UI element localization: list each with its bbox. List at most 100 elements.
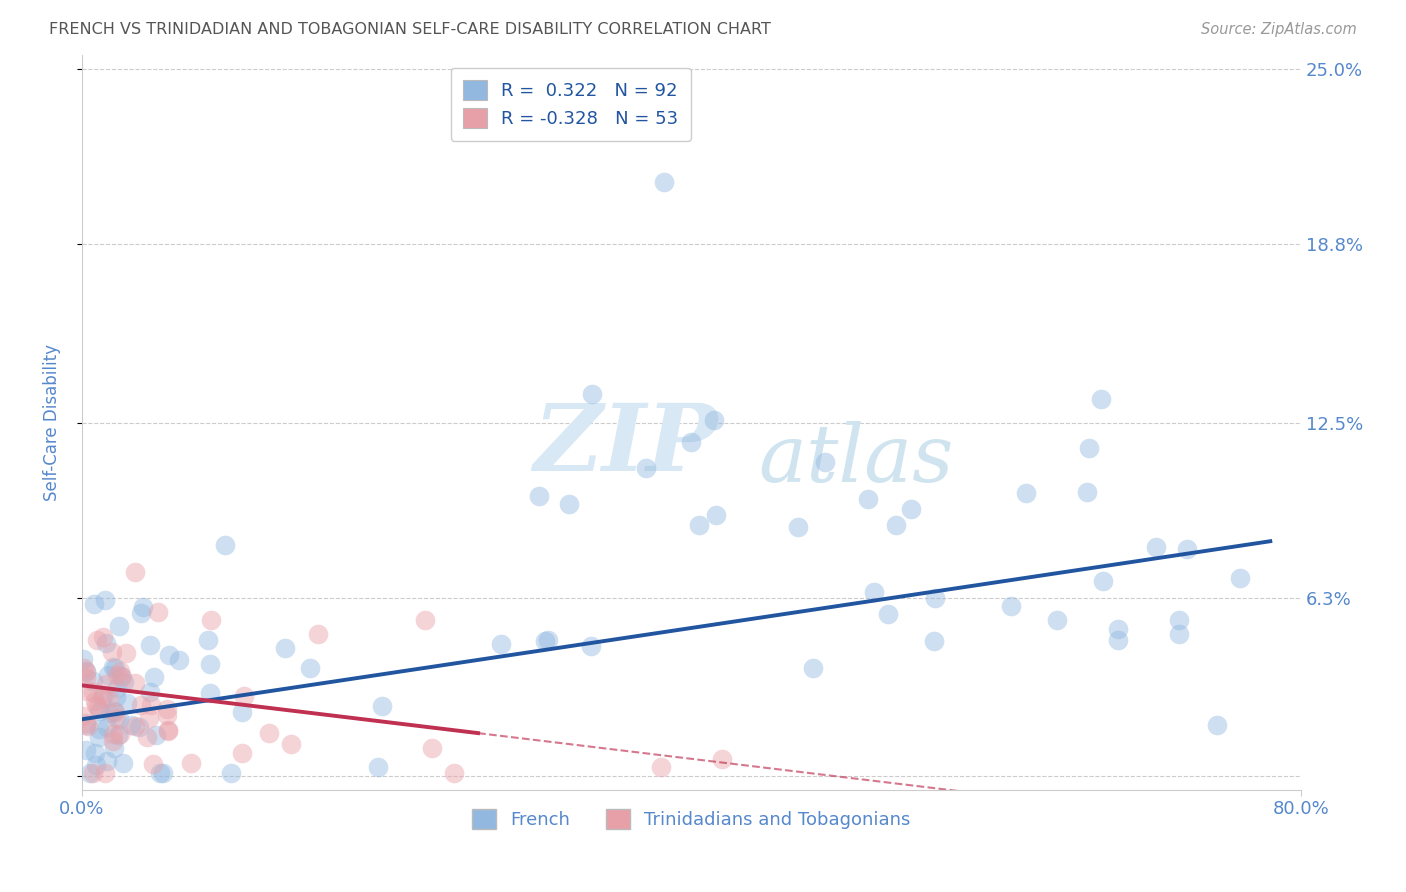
- Point: [100, 645, 122, 659]
- Point: [82, 685, 104, 699]
- Point: [104, 706, 127, 720]
- Point: [105, 681, 128, 696]
- Point: [86, 633, 108, 648]
- Point: [96, 667, 118, 681]
- Point: [856, 492, 879, 507]
- Point: [79, 766, 101, 780]
- Point: [152, 766, 174, 780]
- Point: [84, 698, 107, 713]
- Point: [112, 756, 135, 770]
- Point: [108, 712, 131, 726]
- Point: [257, 725, 280, 739]
- Point: [143, 670, 166, 684]
- Point: [581, 387, 603, 401]
- Point: [198, 657, 221, 672]
- Point: [91, 691, 114, 706]
- Point: [93, 689, 115, 703]
- Point: [96, 636, 118, 650]
- Point: [1000, 599, 1022, 614]
- Point: [1229, 571, 1251, 585]
- Point: [156, 707, 179, 722]
- Point: [105, 711, 128, 725]
- Point: [367, 760, 389, 774]
- Point: [1046, 613, 1069, 627]
- Point: [108, 619, 131, 633]
- Point: [124, 566, 146, 580]
- Point: [98, 691, 121, 706]
- Point: [231, 746, 253, 760]
- Point: [197, 633, 219, 648]
- Text: atlas: atlas: [758, 420, 953, 498]
- Point: [131, 599, 153, 614]
- Point: [924, 591, 946, 605]
- Point: [135, 731, 157, 745]
- Point: [84, 757, 107, 772]
- Text: FRENCH VS TRINIDADIAN AND TOBAGONIAN SELF-CARE DISABILITY CORRELATION CHART: FRENCH VS TRINIDADIAN AND TOBAGONIAN SEL…: [49, 22, 770, 37]
- Point: [489, 637, 512, 651]
- Point: [180, 756, 202, 770]
- Point: [110, 668, 132, 682]
- Point: [142, 757, 165, 772]
- Point: [801, 661, 824, 675]
- Point: [157, 723, 180, 737]
- Point: [103, 704, 125, 718]
- Legend: French, Trinidadians and Tobagonians: French, Trinidadians and Tobagonians: [465, 802, 918, 836]
- Point: [1167, 613, 1189, 627]
- Point: [76, 684, 98, 698]
- Point: [96, 720, 118, 734]
- Point: [105, 668, 128, 682]
- Point: [156, 702, 179, 716]
- Point: [877, 607, 900, 622]
- Point: [1078, 441, 1101, 455]
- Text: ZIP: ZIP: [533, 400, 717, 490]
- Point: [900, 501, 922, 516]
- Point: [371, 699, 394, 714]
- Point: [274, 641, 297, 656]
- Point: [77, 718, 100, 732]
- Point: [128, 720, 150, 734]
- Point: [138, 685, 160, 699]
- Point: [1015, 486, 1038, 500]
- Point: [233, 690, 256, 704]
- Y-axis label: Self-Care Disability: Self-Care Disability: [44, 344, 60, 501]
- Point: [139, 638, 162, 652]
- Point: [422, 740, 444, 755]
- Point: [167, 652, 190, 666]
- Point: [83, 598, 105, 612]
- Point: [89, 704, 111, 718]
- Point: [117, 697, 139, 711]
- Point: [413, 613, 436, 627]
- Point: [221, 766, 243, 780]
- Point: [94, 677, 117, 691]
- Point: [149, 766, 172, 780]
- Point: [1090, 392, 1112, 407]
- Point: [579, 640, 602, 654]
- Point: [103, 740, 125, 755]
- Point: [710, 752, 733, 766]
- Point: [537, 632, 560, 647]
- Point: [73, 661, 96, 675]
- Point: [1091, 574, 1114, 588]
- Point: [681, 435, 703, 450]
- Point: [704, 508, 727, 522]
- Point: [787, 520, 810, 534]
- Point: [634, 460, 657, 475]
- Point: [1206, 718, 1229, 732]
- Point: [89, 730, 111, 744]
- Point: [103, 727, 125, 741]
- Point: [104, 690, 127, 705]
- Point: [558, 498, 581, 512]
- Point: [82, 674, 104, 689]
- Point: [96, 755, 118, 769]
- Point: [138, 711, 160, 725]
- Point: [120, 718, 142, 732]
- Point: [703, 413, 725, 427]
- Point: [110, 670, 132, 684]
- Point: [145, 728, 167, 742]
- Point: [98, 706, 121, 720]
- Point: [75, 718, 97, 732]
- Point: [813, 455, 835, 469]
- Point: [75, 671, 97, 685]
- Point: [82, 766, 104, 780]
- Point: [101, 733, 124, 747]
